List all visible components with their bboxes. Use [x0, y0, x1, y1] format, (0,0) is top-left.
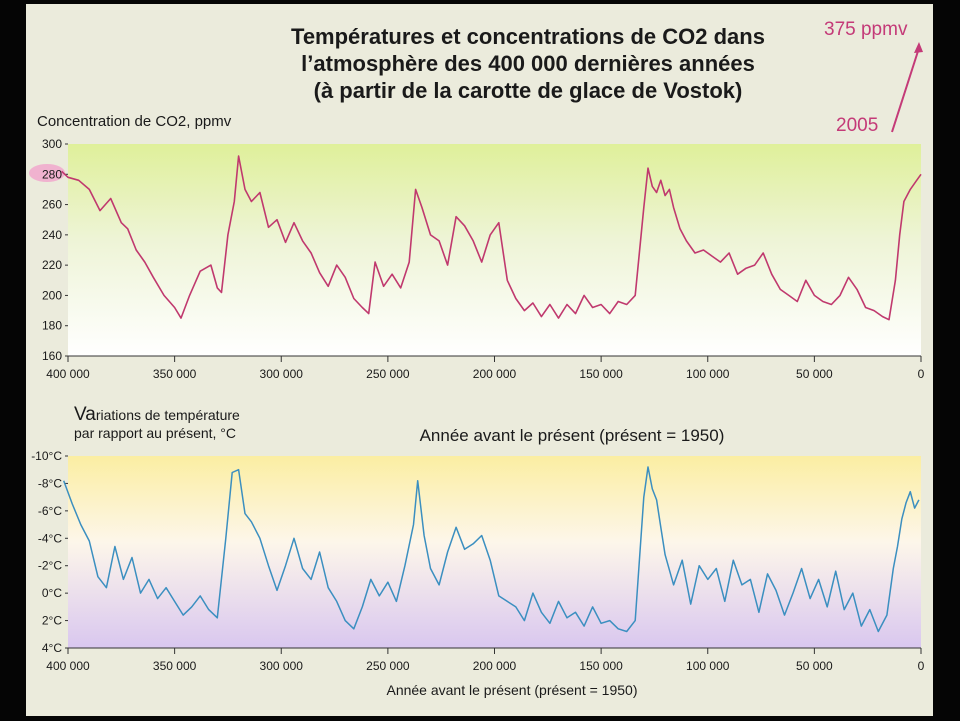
annotation-arrow-head — [914, 42, 923, 53]
co2-x-tick-label: 50 000 — [796, 367, 833, 381]
temp-y-ticks: 4°C 2°C 0°C -2°C -4°C -6°C -8°C -10°C — [31, 449, 68, 655]
temp-axis-label-1: Variations de température — [74, 404, 240, 425]
co2-x-tick-label: 350 000 — [153, 367, 197, 381]
temp-y-tick-label: -2°C — [38, 559, 62, 573]
co2-y-tick-label: 260 — [42, 198, 62, 212]
temp-y-tick-label: -4°C — [38, 531, 62, 545]
temp-y-tick-label: -6°C — [38, 504, 62, 518]
temp-axis-label-va: Va — [74, 404, 96, 425]
temp-x-tick-label: 150 000 — [579, 659, 623, 673]
temperature-chart: 4°C 2°C 0°C -2°C -4°C -6°C -8°C -10°C 400 000 35… — [31, 449, 924, 698]
annotation-2005: 2005 — [836, 115, 878, 136]
co2-plot-area — [68, 144, 921, 356]
co2-series-line — [61, 155, 922, 321]
temp-x-ticks: 400 000 350 000 300 000 250 000 200 000 150 0… — [46, 648, 925, 673]
co2-chart: Concentration de CO2, ppmv 160 180 200 220 2… — [29, 113, 925, 381]
co2-x-tick-label: 400 000 — [46, 367, 90, 381]
temp-y-tick-label: -8°C — [38, 476, 62, 490]
temp-x-tick-label: 0 — [918, 659, 925, 673]
temperature-series-line — [62, 466, 920, 633]
title-line-1: Températures et concentrations de CO2 da… — [291, 24, 765, 49]
co2-y-ticks: 160 180 200 220 240 260 280 300 — [42, 137, 68, 363]
temp-y-tick-label: 2°C — [42, 614, 62, 628]
temp-y-tick-label: 4°C — [42, 641, 62, 655]
annotation-arrow — [891, 47, 920, 133]
temp-x-tick-label: 50 000 — [796, 659, 833, 673]
co2-280-highlight — [29, 164, 65, 182]
co2-y-tick-label: 240 — [42, 228, 62, 242]
co2-x-ticks: 400 000 350 000 300 000 250 000 200 000 150 0… — [46, 356, 925, 381]
title-line-2: l’atmosphère des 400 000 dernières année… — [301, 51, 755, 76]
temp-axis-label-rest: riations de température — [96, 407, 240, 423]
temp-x-tick-label: 300 000 — [260, 659, 304, 673]
co2-x-tick-label: 150 000 — [579, 367, 623, 381]
temp-y-tick-label: 0°C — [42, 586, 62, 600]
co2-x-tick-label: 300 000 — [260, 367, 304, 381]
chart-panel: Températures et concentrations de CO2 da… — [26, 4, 933, 716]
co2-x-tick-label: 200 000 — [473, 367, 517, 381]
annotation-375-ppmv: 375 ppmv — [824, 19, 908, 40]
temp-x-tick-label: 100 000 — [686, 659, 730, 673]
co2-y-tick-label: 300 — [42, 137, 62, 151]
co2-axis-label: Concentration de CO2, ppmv — [37, 113, 232, 130]
co2-y-tick-label: 160 — [42, 349, 62, 363]
co2-y-tick-label: 200 — [42, 288, 62, 302]
temp-x-tick-label: 200 000 — [473, 659, 517, 673]
temp-x-tick-label: 350 000 — [153, 659, 197, 673]
co2-x-tick-label: 0 — [918, 367, 925, 381]
bottom-caption: Année avant le présent (présent = 1950) — [386, 682, 637, 698]
temp-x-tick-label: 250 000 — [366, 659, 410, 673]
middle-caption: Année avant le présent (présent = 1950) — [420, 426, 725, 445]
temp-y-tick-label: -10°C — [31, 449, 62, 463]
co2-x-tick-label: 100 000 — [686, 367, 730, 381]
co2-y-tick-label: 280 — [42, 167, 62, 181]
temperature-plot-area — [68, 456, 921, 648]
co2-x-tick-label: 250 000 — [366, 367, 410, 381]
temp-axis-label-2: par rapport au présent, °C — [74, 425, 236, 441]
temp-x-tick-label: 400 000 — [46, 659, 90, 673]
co2-y-tick-label: 180 — [42, 319, 62, 333]
title-line-3: (à partir de la carotte de glace de Vost… — [314, 78, 743, 103]
vostok-figure: Températures et concentrations de CO2 da… — [29, 19, 925, 698]
co2-y-tick-label: 220 — [42, 258, 62, 272]
